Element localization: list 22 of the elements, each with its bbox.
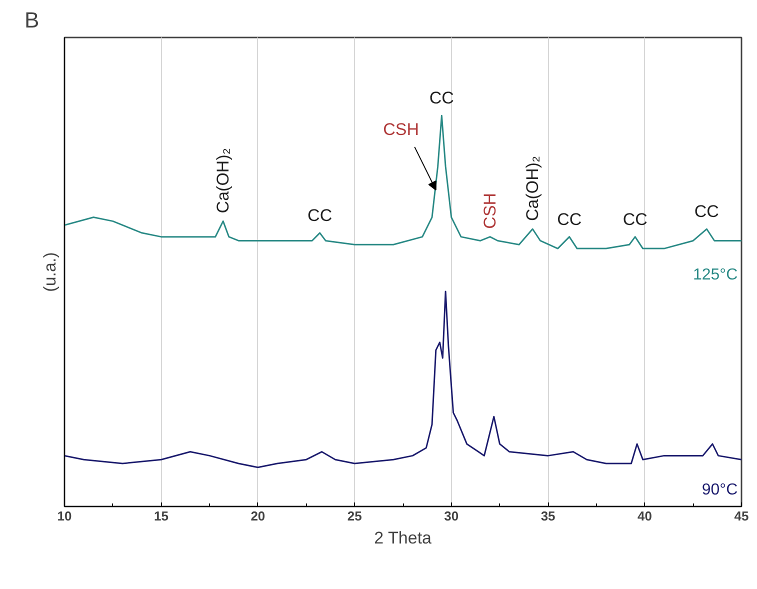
annotation: Ca(OH)₂ xyxy=(214,148,233,214)
annotation: CC xyxy=(694,202,719,222)
annotation: CC xyxy=(308,206,332,225)
x-tick-label: 35 xyxy=(540,508,556,524)
x-axis-title: 2 Theta xyxy=(374,528,432,548)
x-tick-label: 15 xyxy=(154,508,168,524)
annotation: Ca(OH)₂ xyxy=(523,156,542,222)
series-label: 90°C xyxy=(702,482,738,499)
y-axis-title: (u.a.) xyxy=(40,252,60,292)
x-tick-label: 30 xyxy=(444,508,459,524)
x-tick-label: 45 xyxy=(734,508,749,524)
annotation: CC xyxy=(557,210,582,229)
series-label: 125°C xyxy=(692,266,738,284)
x-tick-label: 10 xyxy=(57,508,72,524)
x-tick-label: 40 xyxy=(638,508,652,524)
x-tick-label: 20 xyxy=(250,508,266,524)
annotation: CSH xyxy=(480,192,500,229)
chart-title: B xyxy=(24,8,40,32)
annotation: CSH xyxy=(383,120,420,140)
x-tick-label: 25 xyxy=(347,508,362,524)
annotation: CC xyxy=(622,210,648,229)
annotation: CC xyxy=(429,88,454,108)
